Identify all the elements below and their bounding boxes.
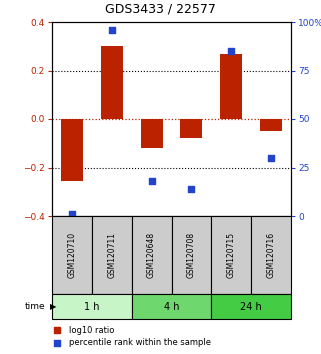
Text: 4 h: 4 h <box>164 302 179 312</box>
Text: 24 h: 24 h <box>240 302 262 312</box>
Bar <box>132 216 171 294</box>
Bar <box>220 53 242 119</box>
Text: GSM120711: GSM120711 <box>107 232 116 278</box>
Bar <box>141 119 162 148</box>
Bar <box>52 294 132 319</box>
Point <box>213 263 218 268</box>
Bar <box>52 216 92 294</box>
Bar <box>132 294 211 319</box>
Point <box>149 178 154 184</box>
Bar <box>211 294 291 319</box>
Text: percentile rank within the sample: percentile rank within the sample <box>69 338 211 347</box>
Point <box>213 151 218 156</box>
Text: GSM120648: GSM120648 <box>147 232 156 278</box>
Bar <box>92 216 132 294</box>
Bar <box>101 46 123 119</box>
Text: GSM120708: GSM120708 <box>187 232 196 278</box>
Text: log10 ratio: log10 ratio <box>69 326 114 335</box>
Text: time: time <box>25 302 46 311</box>
Bar <box>211 216 251 294</box>
Point <box>268 155 273 161</box>
Bar <box>61 119 83 181</box>
Text: 1 h: 1 h <box>84 302 100 312</box>
Text: ▶: ▶ <box>50 302 57 311</box>
Text: GSM120716: GSM120716 <box>266 232 276 278</box>
Text: GSM120710: GSM120710 <box>67 232 76 278</box>
Text: GDS3433 / 22577: GDS3433 / 22577 <box>105 2 216 15</box>
Point <box>69 211 74 217</box>
Text: GSM120715: GSM120715 <box>227 232 236 278</box>
Bar <box>251 216 291 294</box>
Point <box>189 186 194 192</box>
Point <box>109 27 114 33</box>
Bar <box>260 119 282 131</box>
Bar <box>171 216 211 294</box>
Bar <box>180 119 202 138</box>
Point <box>229 48 234 54</box>
